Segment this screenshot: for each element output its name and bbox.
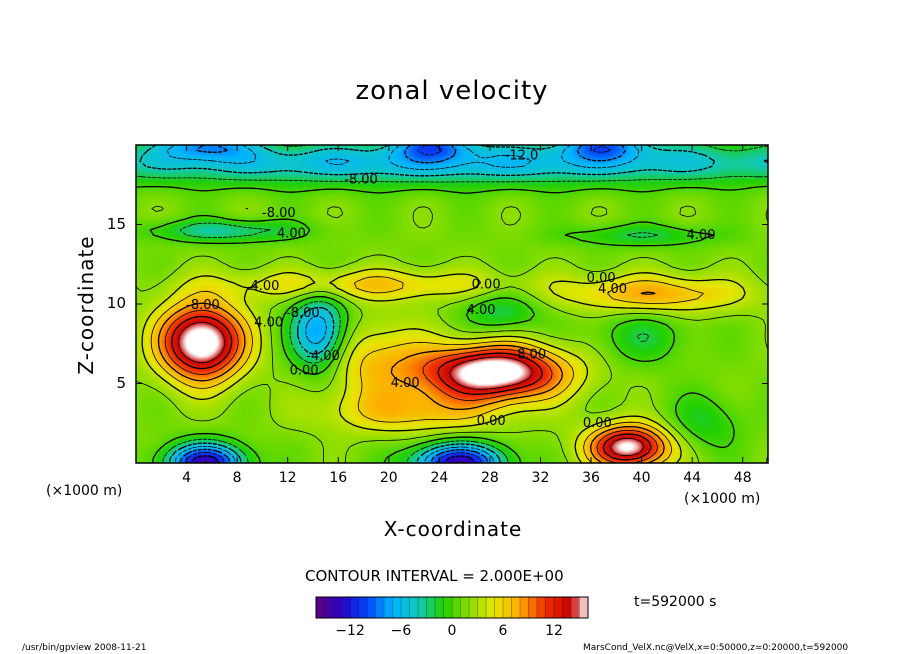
x-tick-label: 16 bbox=[329, 470, 348, 486]
x-tick-label: 36 bbox=[582, 470, 600, 486]
contour-level-14 bbox=[178, 322, 645, 457]
contour-label: 0.00 bbox=[583, 416, 612, 431]
x-tick-label: 40 bbox=[632, 470, 651, 486]
contour-label: 8.00 bbox=[517, 347, 546, 362]
x-tick-label: 28 bbox=[480, 470, 499, 486]
colorbar-tick-label: 0 bbox=[447, 623, 457, 639]
x-tick-label: 24 bbox=[430, 470, 449, 486]
contour-level-neg4 bbox=[139, 145, 768, 463]
contour-label: -8.00 bbox=[186, 298, 220, 313]
contour-level-neg6 bbox=[167, 145, 639, 463]
contour-level-4 bbox=[141, 268, 746, 463]
footer-command: /usr/bin/gpview 2008-11-21 bbox=[22, 643, 147, 653]
x-unit-label-left: (×1000 m) bbox=[46, 483, 123, 499]
contour-labels: -12.0-8.00-8.004.00 4.004.00-8.004.00-8.0… bbox=[186, 149, 715, 431]
x-tick-label: 20 bbox=[379, 470, 398, 486]
colorbar-frame bbox=[315, 596, 589, 619]
contour-level-2 bbox=[136, 205, 768, 463]
contour-label: 4.00 bbox=[277, 227, 306, 242]
contour-label: -8.00 bbox=[262, 206, 296, 221]
x-tick-label: 4 bbox=[182, 470, 192, 486]
contour-label: 0.00 bbox=[472, 277, 501, 292]
contour-level-10 bbox=[164, 310, 658, 463]
contour-label: 4.00 bbox=[598, 282, 627, 297]
contour-level-0 bbox=[136, 185, 768, 463]
contour-label: 4.00 bbox=[467, 303, 496, 318]
contour-level-12 bbox=[171, 315, 652, 461]
contour-label: -8.00 bbox=[344, 172, 378, 187]
time-label: t=592000 s bbox=[634, 594, 717, 610]
x-tick-label: 12 bbox=[278, 470, 297, 486]
contour-level-6 bbox=[150, 276, 704, 463]
x-tick-label: 32 bbox=[531, 470, 550, 486]
contour-label: -4.00 bbox=[306, 349, 340, 364]
contour-label: 4.00 bbox=[687, 228, 716, 243]
contour-interval-label: CONTOUR INTERVAL = 2.000E+00 bbox=[305, 567, 564, 585]
contour-label: 0.00 bbox=[587, 271, 616, 286]
x-axis-label: X-coordinate bbox=[383, 517, 523, 541]
contour-label: -12.0 bbox=[505, 149, 539, 164]
x-tick-label: 8 bbox=[232, 470, 242, 486]
footer-source: MarsCond_VelX.nc@VelX,x=0:50000,z=0:2000… bbox=[583, 643, 849, 653]
contour-level-8 bbox=[157, 291, 665, 463]
y-tick-label: 15 bbox=[106, 214, 126, 233]
contour-label: -8.00 bbox=[286, 306, 320, 321]
colorbar-ticks bbox=[324, 597, 580, 618]
contour-label: 0.00 bbox=[290, 363, 319, 378]
x-tick-label: 44 bbox=[683, 470, 702, 486]
velocity-field bbox=[136, 145, 768, 463]
contour-label: 0.00 bbox=[477, 414, 506, 429]
contour-label: 4.00 bbox=[391, 376, 420, 391]
colorbar-tick-label: −6 bbox=[390, 623, 412, 639]
y-axis-label: Z-coordinate bbox=[74, 235, 98, 375]
y-axis-ticks bbox=[136, 224, 768, 384]
colorbar-tick-label: −12 bbox=[335, 623, 365, 639]
contour-label: 4.00 bbox=[254, 316, 283, 331]
chart-title: zonal velocity bbox=[355, 76, 549, 106]
colorbar-tick-label: 12 bbox=[545, 623, 563, 639]
x-tick-label: 48 bbox=[733, 470, 752, 486]
y-tick-label: 10 bbox=[106, 294, 126, 312]
colorbar-tick-label: 6 bbox=[498, 623, 508, 639]
y-tick-label: 5 bbox=[116, 373, 126, 392]
colorbar bbox=[316, 597, 588, 618]
x-unit-label-right: (×1000 m) bbox=[684, 491, 761, 507]
x-axis-ticks bbox=[186, 145, 744, 463]
contour-label: 4.00 bbox=[250, 279, 279, 294]
contour-level-neg10 bbox=[184, 145, 611, 463]
